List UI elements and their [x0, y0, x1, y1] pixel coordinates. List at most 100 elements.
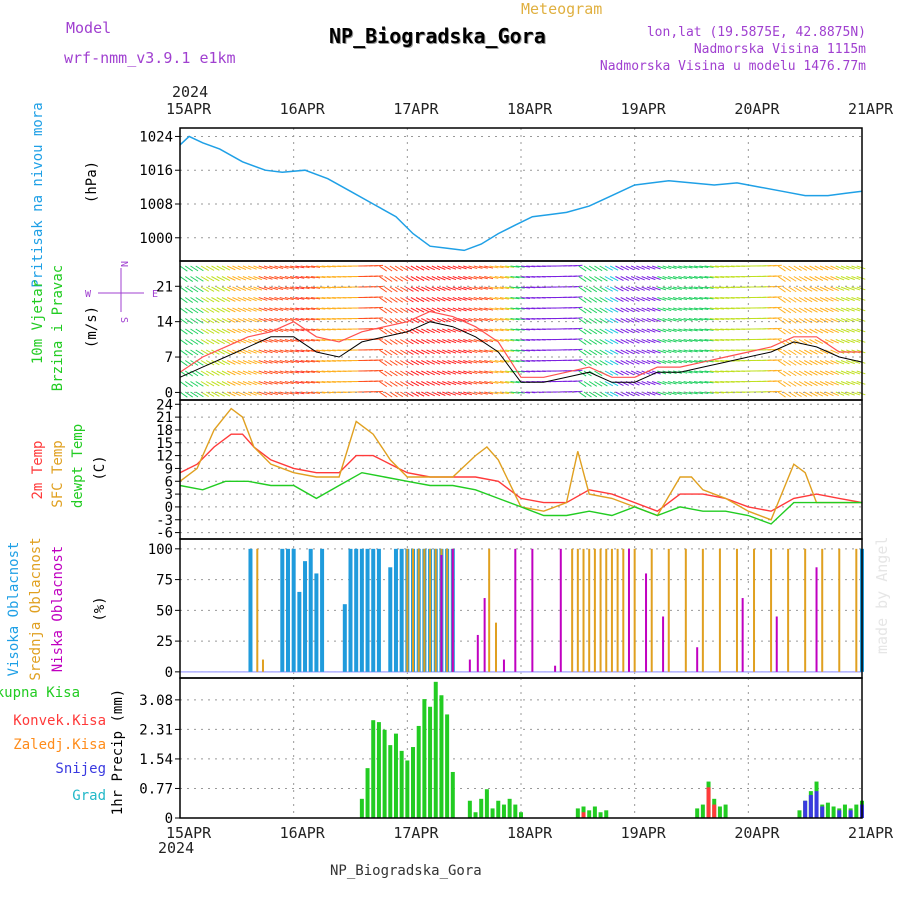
wind-barb	[284, 318, 294, 322]
wind-barb	[620, 349, 629, 355]
wind-barb	[846, 307, 855, 312]
wind-barb	[316, 339, 326, 342]
precip-bar	[433, 681, 438, 818]
wind-barb	[221, 318, 231, 323]
wind-barb	[426, 339, 435, 344]
wind-barb	[830, 286, 839, 292]
wind-barb	[221, 360, 231, 365]
footer-station: NP_Biogradska_Gora	[330, 863, 482, 879]
precip-bar	[416, 725, 421, 818]
wind-barb	[825, 328, 834, 334]
wind-barb	[457, 339, 467, 343]
wind-barb	[316, 349, 326, 352]
wind-barb	[436, 286, 446, 291]
wind-barb	[227, 360, 236, 365]
wind-barb	[825, 276, 834, 281]
wind-barb	[846, 381, 855, 386]
cloud-bar	[770, 548, 773, 672]
wind-barb	[290, 381, 300, 384]
wind-barb	[835, 265, 845, 270]
wind-barb	[814, 370, 824, 376]
wind-barb	[594, 318, 603, 324]
wind-barb	[305, 370, 315, 373]
wind-barb	[657, 297, 667, 301]
wind-barb	[646, 349, 656, 354]
wind-barb	[227, 286, 236, 292]
wind-barb	[237, 381, 247, 386]
wind-barb	[321, 339, 331, 341]
wind-barb	[777, 328, 786, 335]
wind-barb	[316, 286, 326, 289]
wind-barb	[295, 286, 305, 290]
wind-barb	[421, 339, 430, 344]
wind-barb	[578, 360, 587, 366]
wind-barb	[463, 391, 473, 396]
wind-barb	[615, 391, 624, 397]
wind-unit: (m/s)	[84, 306, 100, 348]
wind-barb	[279, 349, 289, 353]
wind-barb	[840, 318, 850, 323]
cloud-bar	[645, 573, 648, 672]
wind-barb	[798, 349, 808, 355]
wind-barb	[426, 391, 435, 397]
wind-barb	[211, 286, 220, 292]
wind-barb	[709, 297, 719, 300]
cloud-bar	[320, 548, 325, 672]
wind-barb	[520, 265, 531, 268]
wind-barb	[405, 286, 414, 292]
wind-barb	[221, 339, 231, 344]
wind-barb	[489, 276, 499, 279]
wind-barb	[499, 276, 509, 279]
wind-barb	[484, 265, 494, 269]
wind-barb	[227, 307, 236, 313]
precip-bar	[376, 722, 381, 818]
wind-barb	[195, 391, 204, 398]
wind-barb	[814, 276, 824, 281]
wind-barb	[478, 381, 488, 385]
wind-barb	[809, 307, 818, 313]
wind-barb	[384, 328, 393, 335]
wind-barb	[216, 339, 225, 345]
wind-barb	[830, 339, 839, 344]
wind-barb	[630, 391, 640, 397]
wind-barb	[248, 349, 257, 354]
wind-barb	[384, 318, 393, 324]
wind-barb	[436, 265, 446, 270]
panel-labels: Pritisak na nivou mora (hPa) 10m Vjetar …	[0, 102, 158, 815]
wind-barb	[421, 276, 430, 281]
wind-barb	[384, 276, 393, 282]
wind-barb	[436, 391, 446, 396]
wind-barb	[478, 286, 488, 290]
wind-barb	[300, 381, 310, 384]
wind-barb	[452, 328, 462, 333]
year-bottom: 2024	[158, 839, 194, 857]
wind-barb	[683, 328, 693, 332]
wind-barb	[463, 328, 473, 333]
cloud-bar	[582, 548, 585, 672]
wind-barb	[436, 339, 446, 344]
precip-bar	[382, 729, 387, 818]
wind-barb	[609, 349, 619, 355]
time-tick-bottom: 20APR	[734, 824, 780, 842]
cloud-bar	[576, 548, 579, 672]
wind-barb	[856, 339, 866, 343]
wind-barb	[846, 318, 855, 323]
wind-barb	[678, 339, 688, 343]
wind-barb	[809, 370, 818, 376]
wind-barb	[798, 391, 808, 397]
wind-barb	[688, 297, 698, 300]
wind-barb	[772, 275, 782, 277]
wind-barb	[594, 370, 603, 377]
wind-barb	[279, 328, 289, 332]
wind-barb	[216, 265, 225, 271]
wind-barb	[379, 318, 388, 325]
wind-barb	[688, 307, 698, 311]
wind-barb	[489, 328, 499, 332]
wind-barb	[840, 391, 850, 396]
wind-barb	[662, 349, 672, 354]
precip-bar	[359, 798, 364, 818]
wind-barb	[326, 276, 336, 278]
wind-barb	[520, 360, 531, 362]
wind-barb	[379, 286, 388, 293]
wind-barb	[489, 286, 499, 290]
